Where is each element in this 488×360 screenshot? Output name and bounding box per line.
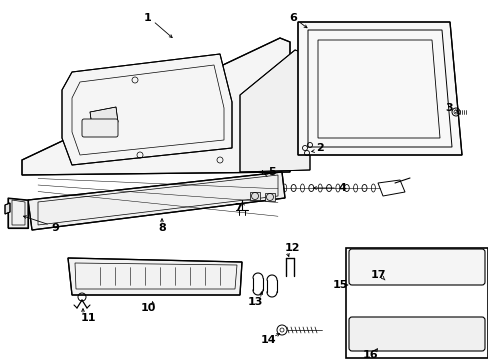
Polygon shape xyxy=(62,54,231,165)
Circle shape xyxy=(464,261,474,271)
Text: 16: 16 xyxy=(362,350,377,360)
Text: 12: 12 xyxy=(284,243,299,253)
Polygon shape xyxy=(240,50,309,172)
Polygon shape xyxy=(8,198,28,228)
Text: 10: 10 xyxy=(140,303,155,313)
Text: 1: 1 xyxy=(144,13,152,23)
Text: 14: 14 xyxy=(260,335,275,345)
Polygon shape xyxy=(22,38,289,175)
Polygon shape xyxy=(68,258,242,295)
Text: 2: 2 xyxy=(315,143,323,153)
Text: 8: 8 xyxy=(158,223,165,233)
Text: 11: 11 xyxy=(80,313,96,323)
Bar xyxy=(346,248,487,358)
Polygon shape xyxy=(356,256,384,272)
Text: 3: 3 xyxy=(444,103,452,113)
Polygon shape xyxy=(90,107,118,126)
Text: 4: 4 xyxy=(337,183,345,193)
Text: 17: 17 xyxy=(369,270,385,280)
Text: 15: 15 xyxy=(332,280,347,290)
Text: 6: 6 xyxy=(288,13,296,23)
Text: 7: 7 xyxy=(234,203,242,213)
FancyBboxPatch shape xyxy=(348,317,484,351)
FancyBboxPatch shape xyxy=(82,119,118,137)
Circle shape xyxy=(387,261,397,271)
FancyBboxPatch shape xyxy=(348,249,484,285)
Polygon shape xyxy=(28,172,285,230)
Polygon shape xyxy=(297,22,461,155)
Text: 5: 5 xyxy=(267,167,275,177)
Text: 9: 9 xyxy=(51,223,59,233)
Polygon shape xyxy=(249,192,260,200)
Polygon shape xyxy=(5,203,10,214)
Circle shape xyxy=(409,261,419,271)
Text: 13: 13 xyxy=(247,297,262,307)
Circle shape xyxy=(369,261,379,271)
Circle shape xyxy=(429,261,439,271)
Circle shape xyxy=(449,261,459,271)
Polygon shape xyxy=(264,193,274,201)
